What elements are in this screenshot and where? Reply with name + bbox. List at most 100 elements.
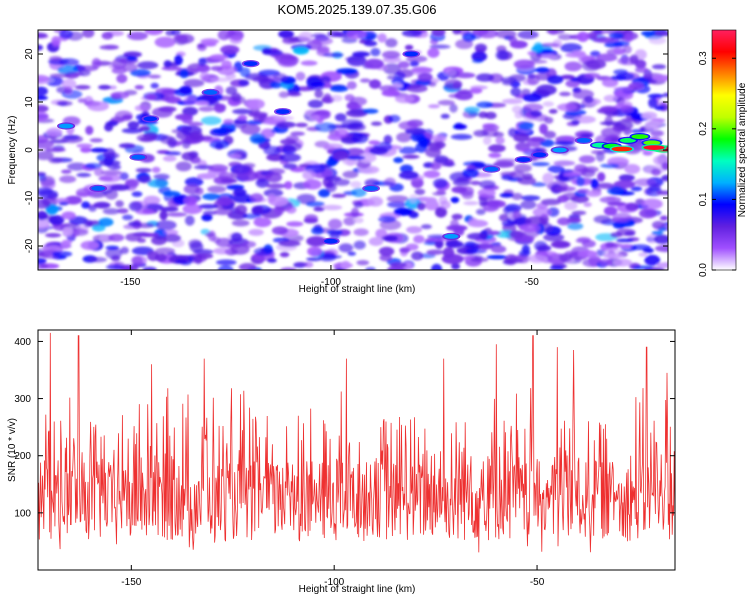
- heatmap-cell: [306, 236, 327, 247]
- heatmap-cell: [402, 261, 414, 270]
- heatmap-cell: [142, 266, 157, 270]
- heatmap-cell: [423, 170, 441, 179]
- heatmap-cell: [425, 147, 442, 158]
- heatmap-cell: [651, 168, 662, 176]
- heatmap-cell: [409, 60, 420, 67]
- heatmap-cell: [386, 195, 409, 203]
- heatmap-cell: [547, 165, 565, 174]
- heatmap-cell: [174, 54, 183, 66]
- heatmap-cell: [303, 179, 322, 190]
- heatmap-cell: [89, 138, 103, 143]
- heatmap-cell: [596, 249, 606, 257]
- heatmap-cell: [182, 106, 199, 116]
- heatmap-cell: [634, 178, 656, 187]
- heatmap-cell: [490, 245, 507, 254]
- heatmap-cell: [137, 61, 159, 70]
- heatmap-feature: [364, 186, 378, 191]
- heatmap-cell: [470, 85, 488, 90]
- heatmap-cell: [499, 192, 514, 198]
- heatmap-cell: [358, 153, 377, 163]
- heatmap-cell: [557, 33, 574, 41]
- heatmap-cell: [61, 78, 77, 90]
- heatmap-cell: [518, 122, 534, 131]
- heatmap-cell: [285, 205, 297, 214]
- heatmap-cell: [450, 133, 473, 140]
- heatmap-cell: [162, 155, 177, 162]
- colorbar-tick-label: 0.1: [698, 192, 709, 206]
- heatmap-cell: [478, 242, 493, 250]
- heatmap-cell: [451, 213, 463, 220]
- heatmap-cell: [110, 91, 130, 100]
- heatmap-cell: [279, 251, 290, 258]
- heatmap-cell: [549, 265, 564, 270]
- heatmap-cell: [493, 131, 504, 138]
- heatmap-cell: [278, 30, 294, 39]
- heatmap-cell: [38, 263, 49, 270]
- heatmap-cell: [223, 118, 234, 125]
- heatmap-cell: [84, 95, 94, 106]
- heatmap-cell: [398, 146, 418, 155]
- heatmap-cell: [306, 76, 322, 88]
- heatmap-cell: [159, 210, 168, 221]
- heatmap-cell: [437, 99, 455, 106]
- heatmap-cell: [430, 163, 442, 170]
- heatmap-cell: [76, 143, 93, 149]
- heatmap-cell: [416, 202, 426, 211]
- heatmap-cell: [560, 74, 575, 80]
- heatmap-cell: [287, 91, 302, 97]
- heatmap-cell: [493, 161, 515, 168]
- heatmap-cell: [353, 201, 364, 208]
- heatmap-cell: [48, 157, 63, 164]
- heatmap-cell: [226, 184, 245, 190]
- heatmap-cell: [461, 190, 474, 200]
- heatmap-feature: [276, 109, 290, 114]
- heatmap-cell: [231, 219, 250, 227]
- heatmap-cell: [345, 147, 365, 157]
- heatmap-cell: [451, 263, 461, 270]
- heatmap-cell: [466, 232, 487, 240]
- heatmap-cell: [38, 172, 47, 177]
- heatmap-cell: [280, 267, 297, 270]
- heatmap-y-tick-label: 0: [24, 147, 35, 153]
- colorbar-tick-label: 0.3: [698, 51, 709, 65]
- heatmap-cell: [323, 52, 344, 58]
- heatmap-feature: [576, 138, 591, 143]
- heatmap-cell: [382, 63, 401, 75]
- heatmap-cell: [603, 94, 618, 102]
- heatmap-cell: [576, 177, 585, 187]
- heatmap-cell: [304, 214, 319, 223]
- heatmap-cell: [189, 130, 203, 140]
- heatmap-cell: [171, 30, 181, 36]
- heatmap-cell: [144, 30, 164, 36]
- heatmap-cell: [365, 266, 376, 270]
- heatmap-y-tick-label: -20: [24, 238, 35, 253]
- heatmap-cell: [641, 198, 663, 210]
- heatmap-cell: [290, 131, 305, 136]
- heatmap-cell: [237, 114, 248, 121]
- heatmap-cell: [82, 30, 95, 38]
- heatmap-cell: [233, 164, 254, 176]
- heatmap-cell: [661, 162, 668, 171]
- heatmap-cell: [127, 31, 148, 41]
- heatmap-cell: [341, 37, 358, 44]
- heatmap-cell: [119, 172, 129, 181]
- heatmap-cell: [428, 104, 440, 109]
- heatmap-cell: [595, 151, 605, 162]
- heatmap-cell: [451, 186, 468, 194]
- heatmap-cell: [431, 263, 443, 270]
- heatmap-cell: [103, 156, 114, 167]
- heatmap-cell: [49, 139, 69, 144]
- heatmap-cell: [370, 48, 381, 57]
- heatmap-cell: [269, 81, 283, 89]
- heatmap-cell: [247, 98, 265, 110]
- heatmap-cell: [311, 33, 327, 38]
- heatmap-cell: [620, 105, 634, 114]
- heatmap-cell: [571, 210, 587, 216]
- heatmap-feature: [643, 145, 665, 151]
- heatmap-cell: [122, 63, 138, 72]
- heatmap-cell: [198, 57, 207, 67]
- heatmap-cell: [145, 94, 157, 101]
- heatmap-cell: [58, 201, 69, 206]
- heatmap-feature: [444, 234, 459, 239]
- heatmap-cell: [122, 214, 134, 221]
